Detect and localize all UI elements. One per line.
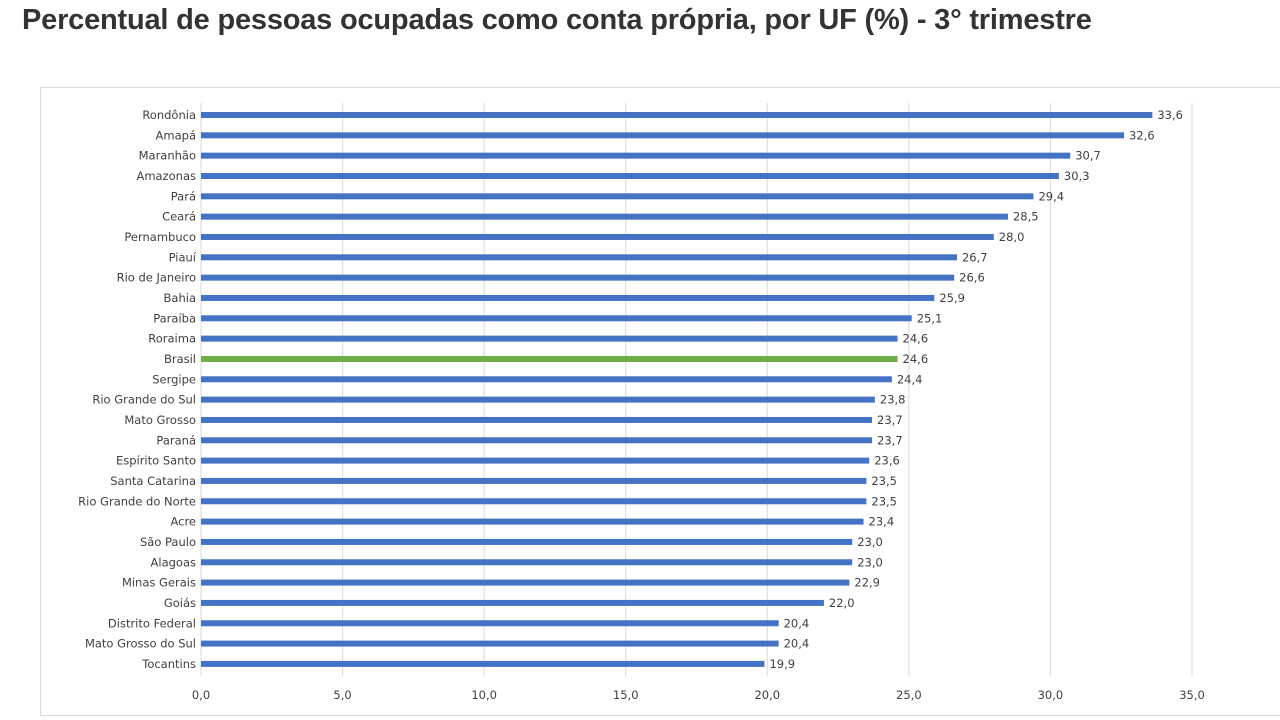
value-label: 20,4 [784,637,810,651]
value-label: 23,5 [871,494,897,508]
value-label: 22,9 [854,576,880,590]
bar [201,498,867,505]
bar [201,172,1059,179]
category-label: Amazonas [136,169,196,183]
value-label: 24,4 [897,372,923,386]
value-label: 23,7 [877,413,903,427]
category-label: Santa Catarina [110,474,196,488]
value-label: 26,6 [959,271,985,285]
bar [201,559,853,566]
bar [201,355,898,362]
category-label: Alagoas [151,555,196,569]
x-tick-label: 20,0 [754,688,780,702]
category-label: Amapá [156,128,196,142]
category-label: Sergipe [152,372,196,386]
value-label: 23,0 [857,555,883,569]
category-label: Maranhão [139,149,196,163]
category-label: Minas Gerais [122,576,196,590]
category-label: Paraná [156,433,196,447]
category-label: Rondônia [142,108,196,122]
category-label: Rio Grande do Norte [78,494,196,508]
chart-frame [40,87,1280,716]
category-label: Tocantins [141,657,196,671]
value-label: 29,4 [1038,189,1064,203]
category-label: Goiás [164,596,196,610]
value-label: 23,8 [880,393,906,407]
bar [201,294,935,301]
category-label: Piauí [169,250,197,264]
chart-title: Percentual de pessoas ocupadas como cont… [22,4,1092,36]
category-label: Mato Grosso do Sul [85,637,196,651]
category-label: São Paulo [140,535,196,549]
bar [201,437,873,444]
x-tick-label: 35,0 [1179,688,1205,702]
bar [201,132,1125,139]
bar [201,477,867,484]
category-label: Rio de Janeiro [117,271,196,285]
value-label: 28,5 [1013,210,1039,224]
x-tick-label: 10,0 [471,688,497,702]
category-label: Mato Grosso [124,413,196,427]
bar [201,640,779,647]
bar [201,274,955,281]
category-label: Pará [171,189,196,203]
bar [201,396,875,403]
value-label: 23,0 [857,535,883,549]
value-label: 20,4 [784,616,810,630]
bar [201,193,1034,200]
bar [201,457,870,464]
x-tick-label: 0,0 [192,688,210,702]
value-label: 24,6 [903,352,929,366]
bar [201,660,765,667]
value-label: 33,6 [1157,108,1183,122]
category-label: Espírito Santo [116,454,196,468]
x-tick-label: 5,0 [333,688,351,702]
value-label: 23,5 [871,474,897,488]
x-tick-label: 25,0 [896,688,922,702]
value-label: 24,6 [903,332,929,346]
bar [201,315,912,322]
bar [201,620,779,627]
category-label: Ceará [162,210,196,224]
bar [201,538,853,545]
value-label: 28,0 [999,230,1025,244]
category-label: Pernambuco [124,230,196,244]
bar [201,416,873,423]
bar [201,376,892,383]
category-label: Acre [170,515,196,529]
x-tick-label: 30,0 [1038,688,1064,702]
value-label: 25,1 [917,311,943,325]
value-label: 23,7 [877,433,903,447]
bar [201,233,994,240]
category-label: Roraima [148,332,196,346]
value-label: 30,3 [1064,169,1090,183]
category-label: Paraíba [153,311,196,325]
bar [201,518,864,525]
bar [201,112,1153,118]
bar [201,213,1008,220]
category-label: Bahia [164,291,196,305]
value-label: 23,6 [874,454,900,468]
x-tick-label: 15,0 [613,688,639,702]
value-label: 22,0 [829,596,855,610]
bar [201,335,898,342]
value-label: 23,4 [869,515,895,529]
value-label: 26,7 [962,250,988,264]
category-label: Brasil [164,352,196,366]
category-label: Rio Grande do Sul [92,393,196,407]
bar [201,254,957,261]
value-label: 32,6 [1129,128,1155,142]
bar [201,152,1071,159]
bar [201,599,824,606]
value-label: 25,9 [939,291,965,305]
category-label: Distrito Federal [108,616,196,630]
bar [201,579,850,586]
value-label: 30,7 [1075,149,1101,163]
value-label: 19,9 [769,657,795,671]
